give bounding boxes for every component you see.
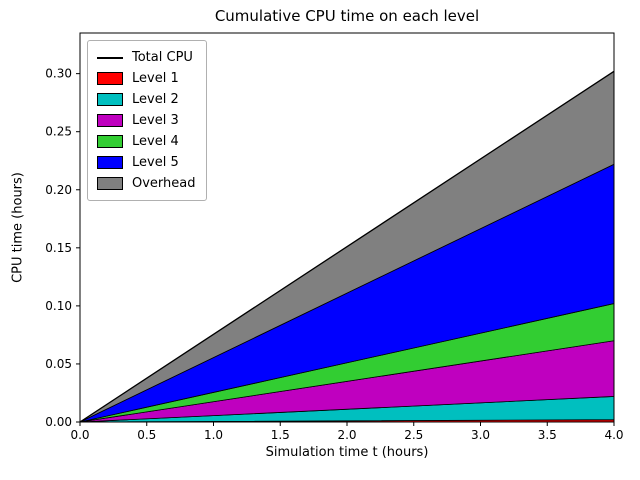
legend-swatch-level-1	[97, 72, 123, 85]
x-tick-label: 4.0	[604, 428, 623, 442]
legend: Total CPU Level 1 Level 2 Level 3 Level 4 Lev…	[87, 40, 207, 201]
y-tick-label: 0.05	[45, 357, 72, 371]
chart-title: Cumulative CPU time on each level	[214, 7, 480, 25]
y-tick-label: 0.00	[45, 415, 72, 429]
legend-label-level-3: Level 3	[132, 113, 179, 128]
legend-swatch-total-cpu	[97, 56, 123, 59]
legend-swatch-level-4	[97, 135, 123, 148]
y-tick-label: 0.15	[45, 241, 72, 255]
y-tick-label: 0.30	[45, 67, 72, 81]
legend-item-level-3: Level 3	[97, 110, 196, 131]
x-tick-label: 1.5	[271, 428, 290, 442]
legend-item-overhead: Overhead	[97, 173, 196, 194]
legend-label-level-5: Level 5	[132, 155, 179, 170]
x-tick-label: 0.0	[70, 428, 89, 442]
legend-swatch-overhead	[97, 177, 123, 190]
x-tick-label: 1.0	[204, 428, 223, 442]
legend-item-level-4: Level 4	[97, 131, 196, 152]
legend-swatch-level-5	[97, 156, 123, 169]
x-axis-label: Simulation time t (hours)	[265, 445, 429, 460]
legend-item-total-cpu: Total CPU	[97, 47, 196, 68]
x-tick-label: 3.0	[471, 428, 490, 442]
y-axis-label: CPU time (hours)	[10, 172, 26, 283]
y-tick-label: 0.25	[45, 125, 72, 139]
legend-swatch-level-3	[97, 114, 123, 127]
legend-item-level-2: Level 2	[97, 89, 196, 110]
x-tick-label: 2.0	[337, 428, 356, 442]
legend-item-level-5: Level 5	[97, 152, 196, 173]
x-tick-label: 0.5	[137, 428, 156, 442]
legend-label-level-4: Level 4	[132, 134, 179, 149]
x-tick-label: 3.5	[538, 428, 557, 442]
y-tick-label: 0.20	[45, 183, 72, 197]
legend-label-level-1: Level 1	[132, 71, 179, 86]
total-cpu-line	[79, 70, 615, 423]
legend-label-overhead: Overhead	[132, 176, 196, 191]
legend-label-total-cpu: Total CPU	[132, 50, 193, 65]
x-tick-label: 2.5	[404, 428, 423, 442]
y-tick-label: 0.10	[45, 299, 72, 313]
legend-item-level-1: Level 1	[97, 68, 196, 89]
legend-swatch-level-2	[97, 93, 123, 106]
legend-label-level-2: Level 2	[132, 92, 179, 107]
